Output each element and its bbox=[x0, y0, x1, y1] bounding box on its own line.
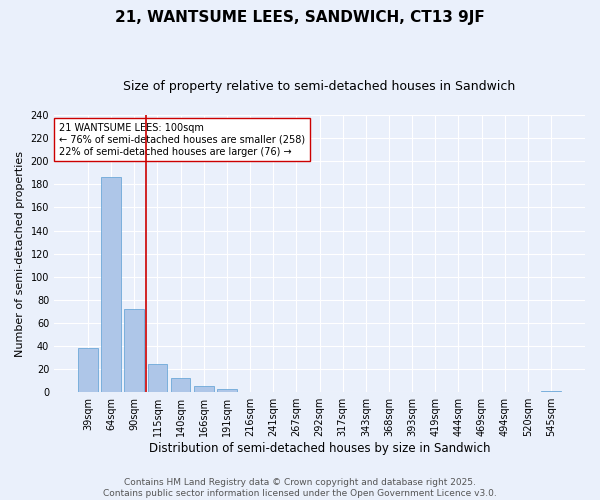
Bar bbox=[541, 391, 561, 392]
X-axis label: Distribution of semi-detached houses by size in Sandwich: Distribution of semi-detached houses by … bbox=[149, 442, 490, 455]
Y-axis label: Number of semi-detached properties: Number of semi-detached properties bbox=[15, 150, 25, 356]
Bar bbox=[171, 378, 190, 392]
Title: Size of property relative to semi-detached houses in Sandwich: Size of property relative to semi-detach… bbox=[124, 80, 515, 93]
Bar bbox=[194, 386, 214, 392]
Bar bbox=[148, 364, 167, 392]
Bar bbox=[124, 309, 144, 392]
Text: Contains HM Land Registry data © Crown copyright and database right 2025.
Contai: Contains HM Land Registry data © Crown c… bbox=[103, 478, 497, 498]
Bar bbox=[217, 388, 237, 392]
Text: 21, WANTSUME LEES, SANDWICH, CT13 9JF: 21, WANTSUME LEES, SANDWICH, CT13 9JF bbox=[115, 10, 485, 25]
Text: 21 WANTSUME LEES: 100sqm
← 76% of semi-detached houses are smaller (258)
22% of : 21 WANTSUME LEES: 100sqm ← 76% of semi-d… bbox=[59, 124, 305, 156]
Bar bbox=[78, 348, 98, 392]
Bar bbox=[101, 178, 121, 392]
